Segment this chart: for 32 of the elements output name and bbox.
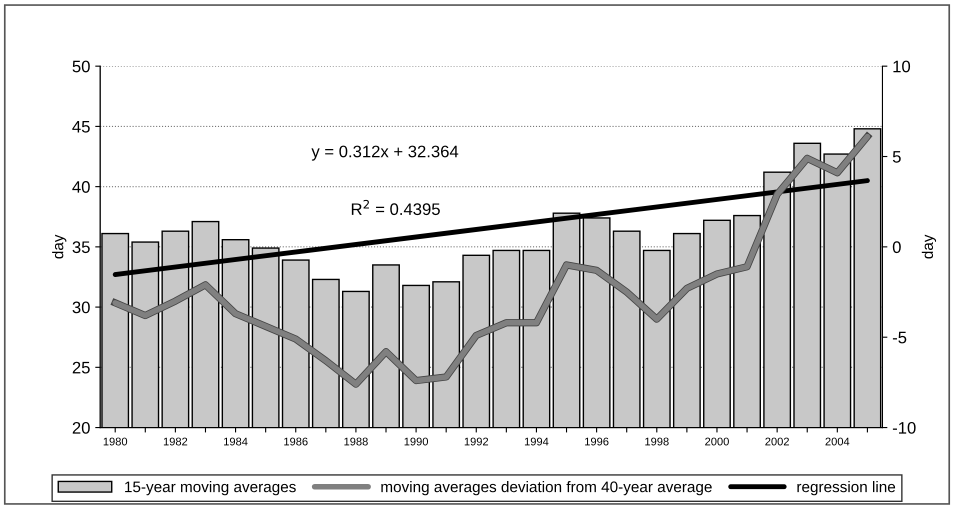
y2-axis-title: day: [922, 234, 936, 259]
y-tick-label: 35: [72, 241, 90, 254]
x-tick-label: 1986: [284, 438, 308, 446]
x-tick-label: 1982: [164, 438, 188, 446]
annotation: y = 0.312x + 32.364: [311, 146, 458, 161]
y-axis-title: day: [52, 234, 66, 259]
x-tick-label: 1998: [645, 438, 669, 446]
legend-label: moving averages deviation from 40-year average: [381, 481, 712, 496]
y-tick-label: 50: [72, 60, 90, 72]
x-tick-label: 1988: [344, 438, 368, 446]
x-tick-label: 2002: [765, 438, 789, 446]
y-tick-label: 20: [72, 422, 90, 434]
x-tick-label: 2004: [826, 438, 850, 446]
x-tick-label: 1984: [224, 438, 248, 446]
y-tick-label: 25: [72, 362, 90, 374]
y2-tick-label: 5: [892, 151, 901, 163]
x-tick-label: 1992: [464, 438, 488, 446]
x-tick-label: 2000: [705, 438, 729, 446]
y2-tick-label: -5: [892, 332, 906, 344]
x-tick-label: 1996: [585, 438, 608, 446]
annotation: R$^{2}$ = 0.4395: [352, 200, 440, 216]
y-tick-label: 40: [72, 181, 90, 193]
x-tick-label: 1994: [524, 438, 548, 446]
x-tick-label: 1980: [104, 438, 128, 446]
legend-label: regression line: [797, 481, 896, 496]
x-tick-label: 1990: [404, 438, 428, 446]
y-tick-label: 30: [72, 302, 90, 314]
y2-tick-label: 10: [893, 60, 910, 72]
y-tick-label: 45: [72, 120, 90, 133]
y2-tick-label: -10: [892, 422, 916, 434]
legend-label: 15-year moving averages: [125, 481, 296, 496]
y2-tick-label: 0: [892, 241, 901, 254]
